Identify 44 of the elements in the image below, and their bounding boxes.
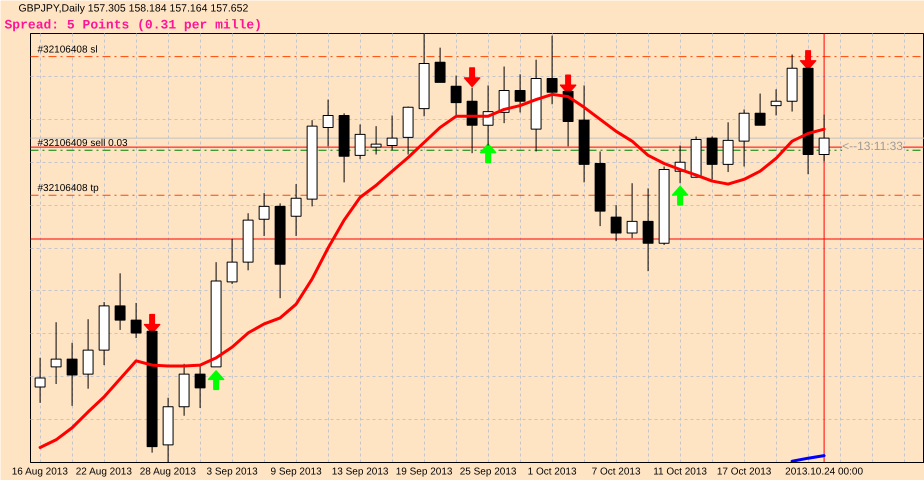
chart-subtitle: Spread: 5 Points (0.31 per mille) bbox=[4, 18, 262, 32]
candlestick bbox=[354, 124, 366, 160]
x-tick-label: 16 Aug 2013 bbox=[12, 466, 68, 478]
x-tick-label: 22 Aug 2013 bbox=[76, 466, 132, 478]
x-tick-label: 19 Sep 2013 bbox=[396, 466, 453, 478]
x-tick-label: 3 Sep 2013 bbox=[206, 466, 258, 478]
candlestick bbox=[258, 192, 270, 236]
x-tick-label: 25 Sep 2013 bbox=[460, 466, 517, 478]
candlestick bbox=[770, 88, 782, 116]
candlestick bbox=[754, 93, 766, 126]
x-tick-label: 17 Oct 2013 bbox=[716, 466, 772, 478]
candlestick bbox=[450, 75, 462, 118]
ref-line-label: #32106408 tp bbox=[38, 183, 100, 194]
candlestick bbox=[50, 322, 62, 384]
candlestick bbox=[386, 114, 398, 151]
candlestick bbox=[626, 182, 638, 239]
x-tick-label: 13 Sep 2013 bbox=[332, 466, 389, 478]
point bbox=[464, 67, 481, 88]
candlestick bbox=[514, 74, 526, 113]
point bbox=[208, 370, 225, 390]
candlestick bbox=[114, 272, 126, 330]
x-tick-label: 28 Aug 2013 bbox=[140, 466, 196, 478]
ref-line-label: #32106409 sell 0.03 bbox=[38, 138, 128, 150]
candlestick bbox=[322, 99, 334, 147]
x-tick-label: 2013.10.24 00:00 bbox=[785, 466, 864, 478]
candlestick bbox=[818, 114, 830, 162]
candlestick bbox=[34, 357, 46, 404]
candlestick bbox=[610, 204, 622, 242]
candlestick bbox=[642, 188, 654, 272]
candlestick bbox=[66, 342, 78, 406]
point bbox=[480, 143, 497, 164]
candlestick bbox=[434, 47, 446, 83]
annotation: <--13:11:33 bbox=[842, 139, 904, 154]
candlestick bbox=[130, 302, 142, 339]
candlestick bbox=[370, 126, 382, 155]
candlestick bbox=[226, 238, 238, 285]
chart-title: GBPJPY,Daily 157.305 158.184 157.164 157.652 bbox=[18, 2, 248, 14]
x-tick-label: 11 Oct 2013 bbox=[653, 466, 708, 478]
ref-line-label: #32106408 sl bbox=[38, 44, 98, 56]
x-tick-label: 9 Sep 2013 bbox=[270, 466, 322, 478]
point bbox=[672, 186, 689, 206]
candlestick bbox=[290, 184, 302, 236]
x-tick-label: 7 Oct 2013 bbox=[592, 466, 641, 478]
x-tick-label: 1 Oct 2013 bbox=[528, 466, 577, 478]
